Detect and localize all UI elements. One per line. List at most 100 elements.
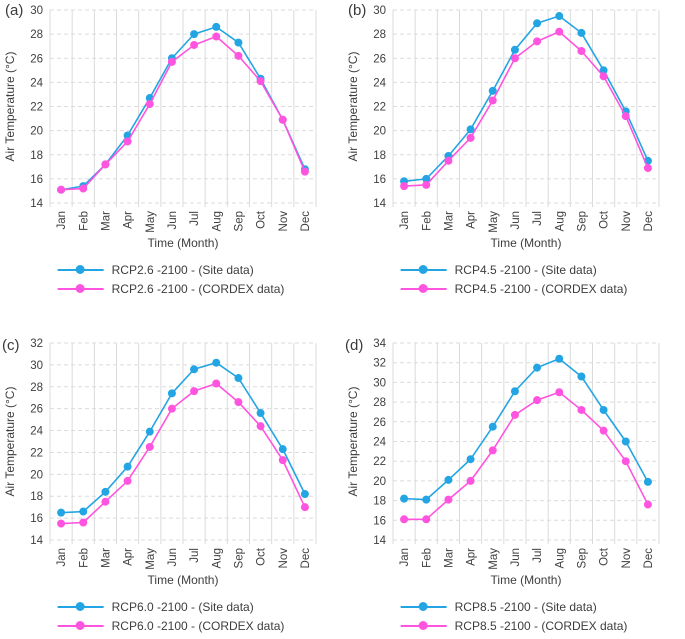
panel-d-legend: RCP8.5 -2100 - (Site data) RCP8.5 -2100 … (400, 597, 627, 635)
svg-text:28: 28 (30, 29, 43, 41)
svg-text:Sep: Sep (576, 548, 588, 568)
legend-marker-dot (75, 264, 85, 274)
data-point (234, 398, 243, 407)
series-cordex (57, 379, 309, 528)
data-point (278, 456, 287, 465)
svg-text:Mar: Mar (443, 211, 455, 231)
data-point (621, 437, 630, 446)
svg-text:Jun: Jun (510, 211, 522, 230)
site-series-swatch (57, 598, 104, 616)
data-point (234, 51, 243, 60)
data-point (510, 45, 519, 54)
site-series-swatch (57, 261, 104, 279)
y-gridlines (50, 342, 316, 541)
svg-text:30: 30 (30, 360, 43, 372)
cordex-series-swatch (400, 280, 447, 298)
svg-text:Feb: Feb (421, 548, 433, 568)
data-point (256, 409, 265, 418)
x-axis-title: Time (Month) (491, 573, 562, 587)
series-cordex (400, 27, 652, 191)
data-point (466, 133, 475, 142)
svg-text:Feb: Feb (421, 211, 433, 231)
svg-text:20: 20 (373, 126, 386, 138)
svg-text:18: 18 (373, 496, 386, 508)
legend-item-cordex: RCP6.0 -2100 - (CORDEX data) (57, 616, 285, 635)
svg-text:Jan: Jan (399, 211, 411, 230)
svg-text:Mar: Mar (443, 548, 455, 568)
legend-item-site: RCP6.0 -2100 - (Site data) (57, 597, 285, 616)
data-point (422, 515, 431, 524)
svg-text:Oct: Oct (599, 547, 611, 566)
data-point (488, 86, 497, 95)
panel-a-label: (a) (5, 2, 24, 19)
y-tick-labels: 14 16 18 20 22 24 26 28 30 32 34 (373, 338, 386, 547)
data-point (643, 477, 652, 486)
y-tick-labels: 14 16 18 20 22 24 26 28 30 (30, 5, 43, 210)
data-point (400, 494, 409, 503)
svg-text:32: 32 (373, 358, 386, 370)
svg-text:14: 14 (30, 535, 43, 547)
svg-text:18: 18 (30, 150, 43, 162)
svg-text:Jun: Jun (167, 548, 179, 567)
series-line (61, 382, 306, 525)
svg-text:May: May (488, 548, 500, 570)
legend-label-site: RCP2.6 -2100 - (Site data) (111, 262, 254, 277)
data-point (57, 519, 66, 528)
data-point (555, 12, 564, 21)
legend-item-site: RCP4.5 -2100 - (Site data) (400, 260, 628, 279)
data-point (555, 27, 564, 36)
svg-text:22: 22 (30, 447, 43, 459)
data-point (488, 96, 497, 105)
data-point (422, 180, 431, 189)
data-point (256, 77, 265, 86)
data-point (278, 115, 287, 124)
svg-text:Jan: Jan (399, 548, 411, 567)
data-point (533, 19, 542, 28)
svg-text:Nov: Nov (621, 548, 633, 569)
panel-d-label: (d) (345, 337, 364, 354)
series-line (404, 391, 649, 521)
data-point (79, 184, 88, 193)
y-gridlines (393, 342, 659, 541)
panel-a: 14 16 18 20 22 24 26 28 30 Jan Feb Mar Apr May Jun Jul A… (0, 0, 342, 320)
legend-marker-dot (418, 264, 428, 274)
data-point (533, 396, 542, 405)
svg-text:34: 34 (373, 338, 386, 350)
svg-text:Sep: Sep (233, 211, 245, 231)
data-point (510, 410, 519, 419)
svg-text:Dec: Dec (643, 211, 655, 232)
legend-label-cordex: RCP2.6 -2100 - (CORDEX data) (111, 281, 285, 296)
panel-c-chart: 14 16 18 20 22 24 26 28 30 32 Jan Feb Mar Apr May Jun Ju… (3, 338, 317, 587)
data-point (466, 455, 475, 464)
svg-text:Apr: Apr (123, 548, 135, 566)
svg-text:Jun: Jun (167, 211, 179, 230)
data-point (212, 379, 221, 388)
series-cordex (57, 32, 309, 194)
svg-text:Jul: Jul (189, 548, 201, 563)
data-point (256, 422, 265, 431)
svg-text:24: 24 (30, 426, 43, 438)
data-point (621, 112, 630, 121)
series-site (400, 354, 652, 504)
cordex-series-swatch (57, 280, 104, 298)
series-site (57, 358, 309, 517)
svg-text:Aug: Aug (211, 211, 223, 231)
svg-text:16: 16 (373, 515, 386, 527)
data-point (145, 100, 154, 109)
x-axis-title: Time (Month) (491, 236, 562, 250)
panel-c: 14 16 18 20 22 24 26 28 30 32 Jan Feb Mar Apr May Jun Ju… (0, 320, 342, 639)
legend-label-cordex: RCP4.5 -2100 - (CORDEX data) (454, 281, 628, 296)
data-point (488, 422, 497, 431)
legend-label-cordex: RCP6.0 -2100 - (CORDEX data) (111, 618, 285, 633)
x-tick-labels: Jan Feb Mar Apr May Jun Jul Aug Sep Oct Nov Dec (56, 547, 312, 570)
svg-text:Dec: Dec (300, 548, 312, 569)
svg-text:28: 28 (373, 29, 386, 41)
data-point (79, 518, 88, 527)
data-point (444, 495, 453, 504)
svg-text:30: 30 (373, 377, 386, 389)
data-point (400, 182, 409, 191)
data-point (488, 446, 497, 455)
data-point (190, 40, 199, 49)
y-tick-labels: 14 16 18 20 22 24 26 28 30 (373, 5, 386, 210)
svg-text:28: 28 (373, 397, 386, 409)
